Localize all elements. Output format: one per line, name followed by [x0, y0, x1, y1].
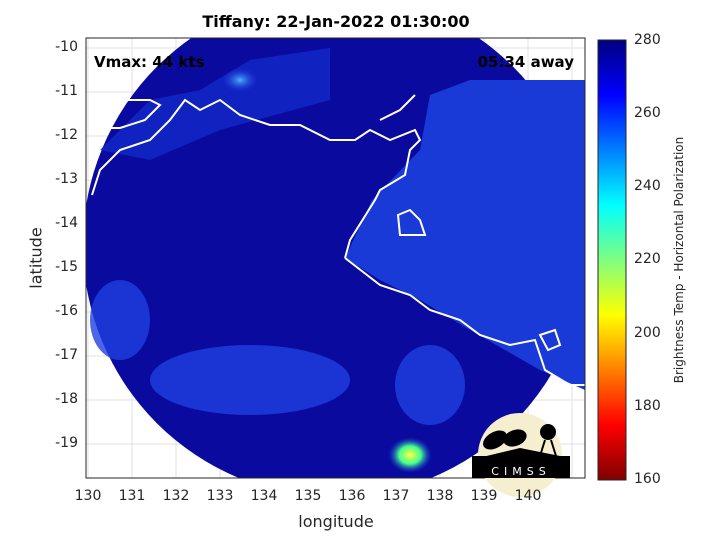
y-tick: -16	[55, 303, 78, 319]
y-axis-label: latitude	[26, 227, 46, 289]
colorbar	[597, 39, 627, 481]
x-tick: 133	[206, 488, 234, 504]
x-tick: 136	[338, 488, 366, 504]
colorbar-tick: 220	[634, 251, 661, 267]
x-tick: 137	[382, 488, 410, 504]
y-tick: -10	[55, 39, 78, 55]
x-tick: 134	[250, 488, 278, 504]
y-tick: -12	[55, 127, 78, 143]
colorbar-tick: 260	[634, 105, 661, 121]
y-tick: -19	[55, 435, 78, 451]
colorbar-label: Brightness Temp - Horizontal Polarizatio…	[672, 136, 686, 384]
svg-text:CIMSS: CIMSS	[491, 465, 550, 478]
x-tick: 130	[74, 488, 102, 504]
x-tick: 138	[426, 488, 454, 504]
y-tick: -15	[55, 259, 78, 275]
colorbar-tick: 180	[634, 398, 661, 414]
colorbar-tick: 160	[634, 471, 661, 487]
x-tick: 131	[118, 488, 146, 504]
colorbar-tick: 280	[634, 32, 661, 48]
colorbar-tick: 200	[634, 325, 661, 341]
y-tick: -18	[55, 391, 78, 407]
y-tick: -14	[55, 215, 78, 231]
cimss-logo: CIMSS	[472, 413, 570, 497]
x-tick: 140	[514, 488, 542, 504]
y-tick: -13	[55, 171, 78, 187]
x-axis-label: longitude	[298, 512, 374, 531]
vmax-label: Vmax: 44 kts	[94, 53, 205, 71]
x-tick: 135	[294, 488, 322, 504]
x-tick: 139	[470, 488, 498, 504]
y-tick: -11	[55, 83, 78, 99]
time-away-label: 05:34 away	[477, 53, 574, 71]
colorbar-tick: 240	[634, 178, 661, 194]
x-tick: 132	[162, 488, 190, 504]
plot-title: Tiffany: 22-Jan-2022 01:30:00	[202, 12, 470, 31]
land-region	[345, 80, 585, 390]
y-tick: -17	[55, 347, 78, 363]
coastline	[88, 94, 585, 386]
